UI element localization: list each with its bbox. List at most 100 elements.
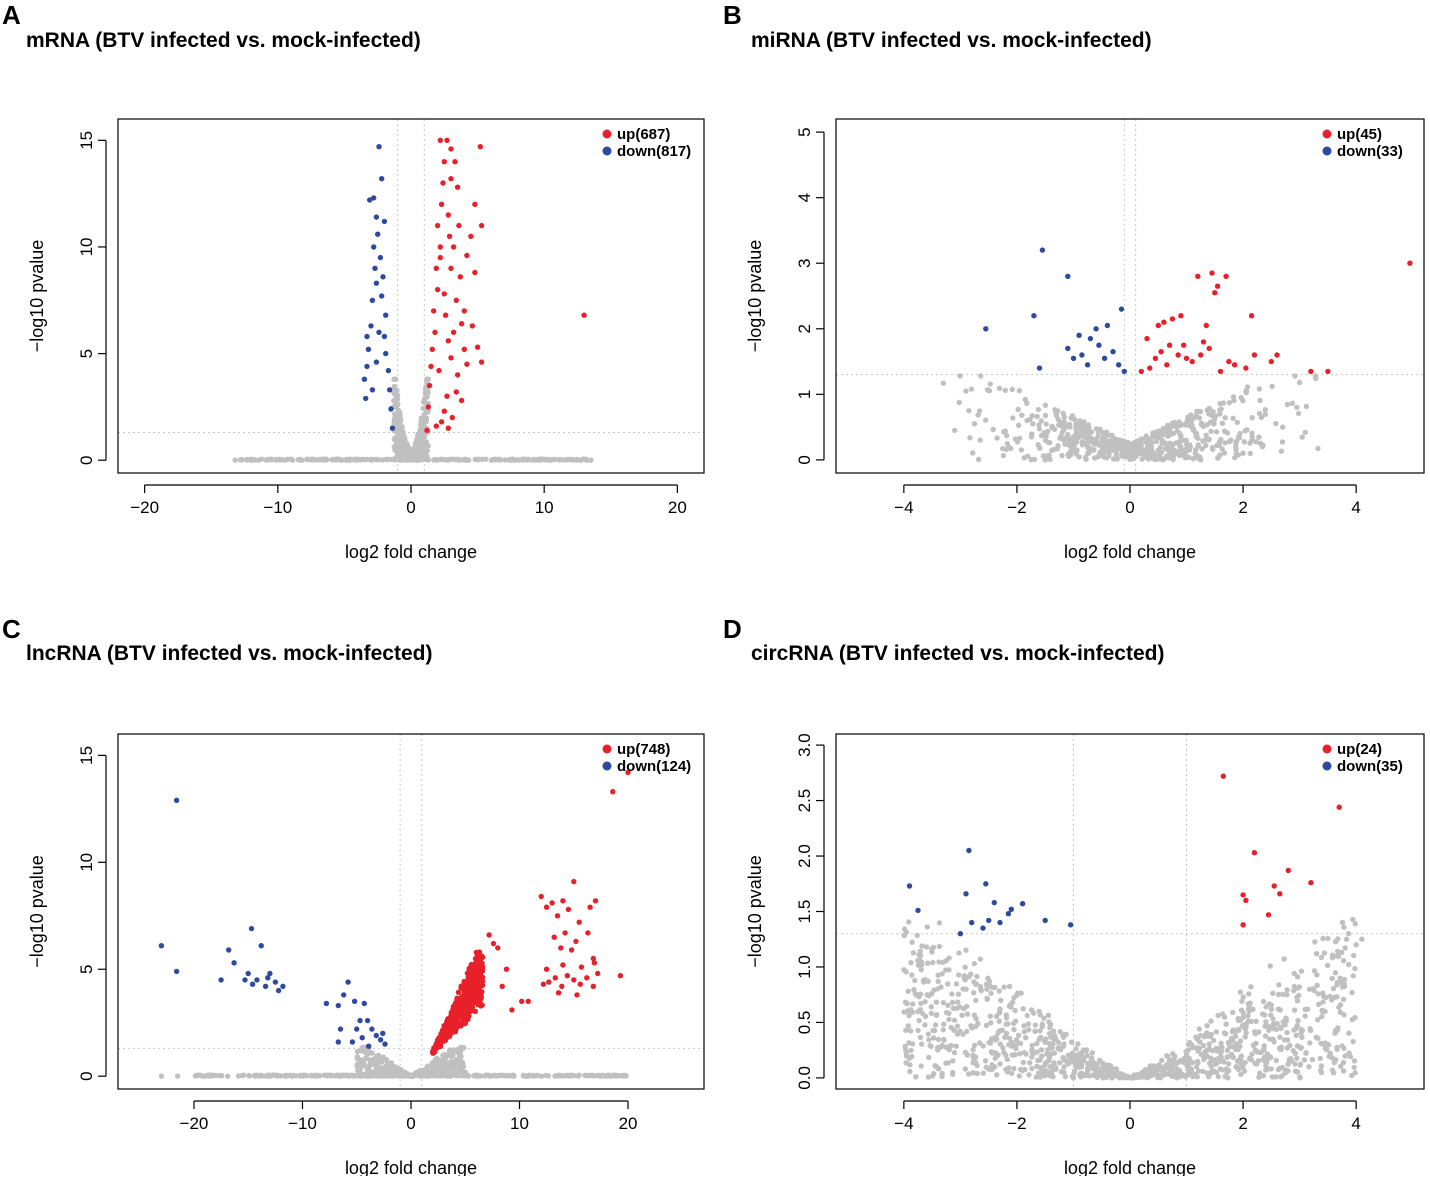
point-ns bbox=[913, 1074, 919, 1080]
point-ns bbox=[564, 457, 570, 463]
point-ns bbox=[997, 1061, 1003, 1067]
point-ns bbox=[1243, 1020, 1250, 1027]
point-ns bbox=[1317, 1055, 1323, 1062]
point-ns bbox=[964, 1028, 970, 1035]
point-ns bbox=[1335, 948, 1341, 955]
point-ns bbox=[1256, 410, 1263, 417]
point-ns bbox=[1128, 454, 1134, 460]
point-ns bbox=[425, 1068, 431, 1075]
legend-label-down: down(124) bbox=[617, 758, 691, 775]
point-ns bbox=[1359, 936, 1365, 942]
panel-b: B miRNA (BTV infected vs. mock-infected)… bbox=[715, 0, 1430, 588]
point-ns bbox=[987, 381, 993, 387]
point-ns bbox=[369, 1050, 375, 1056]
point-ns bbox=[1277, 1034, 1283, 1040]
point-ns bbox=[996, 1018, 1002, 1024]
point-down bbox=[1101, 355, 1108, 361]
y-axis-label: −log10 pvalue bbox=[745, 240, 765, 353]
point-ns bbox=[1200, 438, 1206, 444]
point-ns bbox=[1275, 1066, 1282, 1073]
point-ns bbox=[973, 981, 980, 987]
point-ns bbox=[1238, 1071, 1244, 1077]
point-ns bbox=[966, 974, 972, 980]
point-down bbox=[383, 350, 389, 357]
point-up bbox=[573, 938, 579, 945]
point-down bbox=[231, 960, 237, 966]
point-up bbox=[1164, 362, 1170, 368]
point-up bbox=[466, 985, 473, 991]
point-ns bbox=[1071, 447, 1077, 454]
point-ns bbox=[940, 1000, 947, 1006]
point-up bbox=[499, 983, 505, 989]
point-ns bbox=[1250, 1042, 1257, 1048]
panel-title: circRNA (BTV infected vs. mock-infected) bbox=[751, 642, 1165, 665]
point-down bbox=[381, 218, 388, 225]
point-ns bbox=[1307, 1040, 1313, 1046]
point-ns bbox=[1052, 1063, 1058, 1070]
point-ns bbox=[971, 421, 978, 427]
data-points bbox=[940, 247, 1413, 463]
point-up bbox=[472, 201, 478, 207]
legend-marker-down bbox=[602, 761, 612, 771]
point-ns bbox=[1033, 1074, 1039, 1080]
point-ns bbox=[283, 1073, 290, 1079]
point-ns bbox=[1320, 990, 1326, 996]
point-ns bbox=[1242, 1059, 1248, 1066]
legend: up(45)down(33) bbox=[1322, 126, 1403, 160]
point-ns bbox=[1351, 952, 1357, 959]
point-ns bbox=[1170, 456, 1176, 463]
point-ns bbox=[1070, 437, 1077, 444]
point-up bbox=[473, 991, 479, 997]
point-ns bbox=[1012, 436, 1019, 442]
point-up bbox=[1147, 365, 1153, 371]
x-tick-label: −20 bbox=[180, 1114, 209, 1133]
point-ns bbox=[1339, 984, 1346, 990]
point-ns bbox=[1312, 939, 1318, 945]
point-up bbox=[1203, 322, 1209, 329]
point-up bbox=[1189, 358, 1195, 365]
point-ns bbox=[312, 457, 318, 463]
point-ns bbox=[1056, 1039, 1062, 1046]
point-ns bbox=[1103, 455, 1110, 461]
point-ns bbox=[1035, 406, 1042, 413]
legend-marker-down bbox=[1322, 761, 1332, 771]
point-up bbox=[1251, 850, 1258, 856]
point-ns bbox=[541, 456, 547, 463]
point-down bbox=[173, 968, 180, 975]
point-ns bbox=[1252, 1047, 1258, 1053]
point-ns bbox=[368, 457, 375, 463]
point-ns bbox=[1010, 415, 1016, 421]
point-ns bbox=[1306, 986, 1313, 992]
x-axis-label: log2 fold change bbox=[1064, 1158, 1196, 1176]
point-down bbox=[379, 293, 385, 299]
point-up bbox=[455, 1021, 461, 1027]
point-ns bbox=[1273, 1074, 1279, 1080]
point-up bbox=[458, 321, 465, 327]
point-ns bbox=[280, 457, 286, 463]
point-up bbox=[1161, 319, 1167, 325]
y-tick-label: 0.0 bbox=[795, 1066, 814, 1090]
y-axis: 0 1 2 3 4 5 −log10 pvalue bbox=[745, 127, 825, 465]
point-ns bbox=[1193, 1073, 1200, 1079]
point-ns bbox=[1062, 441, 1068, 448]
point-down bbox=[373, 359, 380, 365]
point-ns bbox=[1216, 442, 1222, 448]
point-ns bbox=[988, 1049, 995, 1055]
point-ns bbox=[965, 1071, 972, 1077]
point-down bbox=[997, 919, 1003, 926]
point-ns bbox=[1256, 1074, 1262, 1080]
point-ns bbox=[1200, 1042, 1207, 1049]
legend-label-down: down(817) bbox=[617, 143, 691, 160]
point-ns bbox=[901, 1009, 907, 1015]
point-ns bbox=[1154, 1072, 1160, 1078]
point-ns bbox=[924, 924, 930, 930]
point-ns bbox=[521, 456, 527, 463]
point-ns bbox=[414, 457, 420, 463]
y-axis-label: −log10 pvalue bbox=[27, 240, 47, 353]
point-ns bbox=[1351, 1058, 1358, 1064]
point-ns bbox=[1075, 1041, 1081, 1047]
point-ns bbox=[985, 975, 991, 981]
plot-frame bbox=[117, 733, 705, 1090]
point-ns bbox=[962, 1066, 968, 1072]
point-up bbox=[445, 212, 451, 218]
